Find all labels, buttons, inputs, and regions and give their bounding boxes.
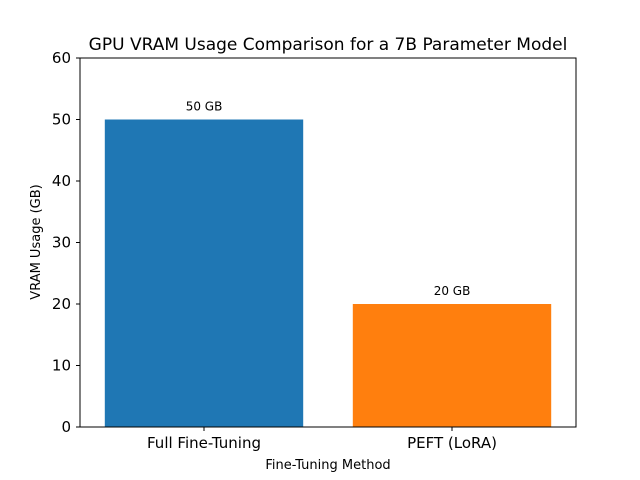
y-tick-label-5: 50	[52, 111, 71, 129]
y-tick-label-0: 0	[61, 418, 71, 436]
y-tick-label-4: 40	[52, 172, 71, 190]
x-axis-label: Fine-Tuning Method	[265, 458, 390, 473]
bar-0	[104, 119, 304, 427]
y-axis-label: VRAM Usage (GB)	[29, 184, 44, 299]
plot-frame	[79, 57, 577, 428]
y-tick-label-3: 30	[52, 234, 71, 252]
x-tick-label-0: Full Fine-Tuning	[147, 434, 261, 452]
chart-title: GPU VRAM Usage Comparison for a 7B Param…	[89, 35, 568, 55]
y-axis: 0 10 20 30 40 50 60	[52, 49, 80, 436]
x-tick-label-1: PEFT (LoRA)	[407, 434, 497, 452]
data-labels-layer: 50 GB 20 GB	[186, 100, 471, 299]
bars-layer	[104, 119, 552, 427]
bar-data-label-1: 20 GB	[434, 284, 471, 298]
bar-data-label-0: 50 GB	[186, 100, 223, 114]
y-tick-label-1: 10	[52, 357, 71, 375]
x-axis: Full Fine-Tuning PEFT (LoRA)	[147, 427, 497, 452]
y-tick-label-6: 60	[52, 49, 71, 67]
bar-1	[352, 304, 552, 427]
y-tick-label-2: 20	[52, 295, 71, 313]
